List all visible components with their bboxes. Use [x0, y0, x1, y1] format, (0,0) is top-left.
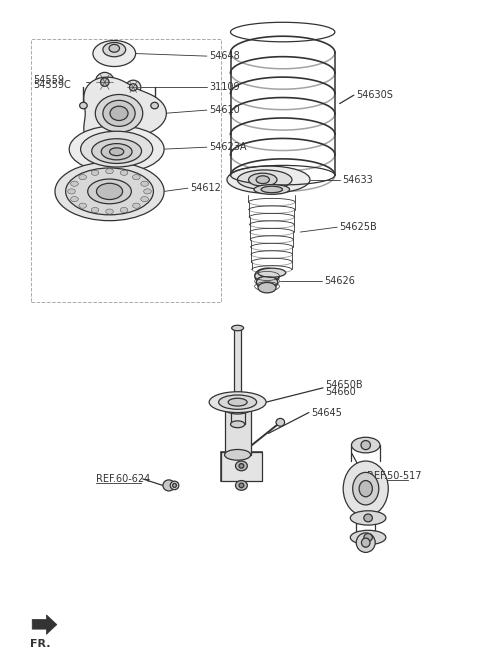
Ellipse shape	[230, 421, 245, 428]
Text: 54650B: 54650B	[325, 380, 363, 390]
Ellipse shape	[110, 106, 128, 121]
Ellipse shape	[361, 441, 371, 449]
Ellipse shape	[106, 169, 113, 174]
Polygon shape	[234, 328, 241, 400]
Text: 54660: 54660	[325, 387, 356, 397]
Ellipse shape	[163, 480, 175, 491]
Ellipse shape	[103, 43, 126, 57]
Ellipse shape	[81, 131, 153, 167]
Ellipse shape	[106, 209, 113, 214]
Ellipse shape	[151, 102, 158, 109]
Ellipse shape	[236, 461, 247, 471]
Ellipse shape	[364, 514, 372, 522]
Ellipse shape	[96, 94, 143, 133]
Text: REF.60-624: REF.60-624	[96, 474, 150, 484]
Ellipse shape	[258, 268, 286, 277]
Ellipse shape	[80, 102, 87, 109]
Text: 54626: 54626	[324, 276, 355, 286]
Ellipse shape	[364, 533, 372, 541]
Ellipse shape	[130, 84, 137, 91]
Ellipse shape	[141, 181, 148, 186]
Ellipse shape	[103, 100, 135, 127]
Ellipse shape	[255, 268, 279, 284]
Ellipse shape	[209, 392, 266, 413]
Ellipse shape	[109, 148, 124, 155]
Ellipse shape	[225, 403, 251, 414]
Text: 54630S: 54630S	[356, 90, 393, 100]
Text: 54623A: 54623A	[209, 142, 247, 152]
Ellipse shape	[79, 203, 86, 208]
Ellipse shape	[239, 464, 244, 468]
Ellipse shape	[356, 533, 375, 552]
Text: 54648: 54648	[209, 51, 240, 61]
Ellipse shape	[144, 189, 151, 194]
Ellipse shape	[91, 170, 99, 175]
Text: FR.: FR.	[30, 639, 50, 649]
Ellipse shape	[350, 530, 386, 544]
Ellipse shape	[126, 80, 141, 94]
Ellipse shape	[249, 173, 277, 186]
Ellipse shape	[228, 398, 247, 406]
Polygon shape	[225, 409, 251, 455]
Ellipse shape	[55, 162, 164, 220]
Ellipse shape	[96, 72, 114, 92]
Text: 54645: 54645	[311, 407, 342, 418]
Text: 54625B: 54625B	[340, 222, 377, 232]
Ellipse shape	[276, 419, 285, 426]
Ellipse shape	[343, 461, 388, 516]
Ellipse shape	[225, 449, 251, 461]
Text: 54559C: 54559C	[34, 81, 72, 91]
Polygon shape	[221, 451, 262, 481]
Ellipse shape	[261, 186, 282, 193]
Text: 54610: 54610	[209, 105, 240, 115]
Ellipse shape	[79, 174, 86, 180]
Ellipse shape	[88, 179, 132, 204]
Ellipse shape	[101, 144, 132, 160]
Ellipse shape	[350, 511, 386, 525]
Ellipse shape	[109, 45, 120, 52]
Ellipse shape	[254, 184, 289, 194]
Text: 54559: 54559	[34, 75, 65, 85]
Ellipse shape	[232, 325, 244, 331]
Ellipse shape	[120, 207, 128, 213]
Ellipse shape	[91, 207, 99, 213]
Ellipse shape	[132, 203, 140, 208]
Ellipse shape	[69, 126, 164, 173]
Ellipse shape	[96, 183, 122, 199]
Polygon shape	[84, 77, 167, 150]
Ellipse shape	[120, 170, 128, 175]
Ellipse shape	[173, 483, 177, 487]
Ellipse shape	[239, 483, 244, 487]
Ellipse shape	[170, 482, 179, 489]
Text: 54633: 54633	[342, 174, 373, 185]
Ellipse shape	[219, 395, 257, 409]
Polygon shape	[32, 615, 57, 634]
Ellipse shape	[230, 394, 245, 400]
Ellipse shape	[256, 176, 269, 184]
Polygon shape	[230, 397, 245, 424]
Ellipse shape	[93, 41, 136, 66]
Ellipse shape	[132, 174, 140, 180]
Ellipse shape	[258, 283, 276, 293]
Ellipse shape	[92, 138, 142, 163]
Ellipse shape	[71, 181, 78, 186]
Ellipse shape	[66, 168, 154, 215]
Ellipse shape	[361, 538, 370, 547]
Ellipse shape	[359, 481, 372, 497]
Ellipse shape	[100, 78, 109, 87]
Ellipse shape	[141, 197, 148, 202]
Text: 54612: 54612	[190, 183, 221, 193]
Ellipse shape	[238, 170, 292, 190]
Ellipse shape	[115, 139, 123, 146]
Ellipse shape	[351, 438, 380, 453]
Ellipse shape	[71, 197, 78, 202]
Ellipse shape	[353, 472, 379, 505]
Text: REF.50-517: REF.50-517	[367, 471, 421, 482]
Ellipse shape	[227, 166, 310, 194]
Text: 31109: 31109	[209, 83, 240, 92]
Ellipse shape	[256, 276, 278, 289]
Ellipse shape	[236, 481, 247, 490]
Ellipse shape	[68, 189, 75, 194]
